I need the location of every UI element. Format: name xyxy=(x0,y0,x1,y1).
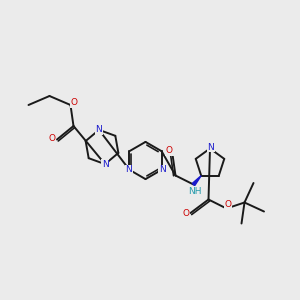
Text: N: N xyxy=(102,160,108,169)
Text: NH: NH xyxy=(188,187,202,196)
Text: N: N xyxy=(125,165,132,174)
Text: O: O xyxy=(70,98,78,107)
Text: O: O xyxy=(182,209,190,218)
Text: N: N xyxy=(159,165,166,174)
Text: O: O xyxy=(48,134,56,143)
Text: N: N xyxy=(208,142,214,152)
Polygon shape xyxy=(192,176,201,186)
Text: O: O xyxy=(166,146,173,155)
Text: O: O xyxy=(224,200,232,209)
Text: N: N xyxy=(96,125,102,134)
